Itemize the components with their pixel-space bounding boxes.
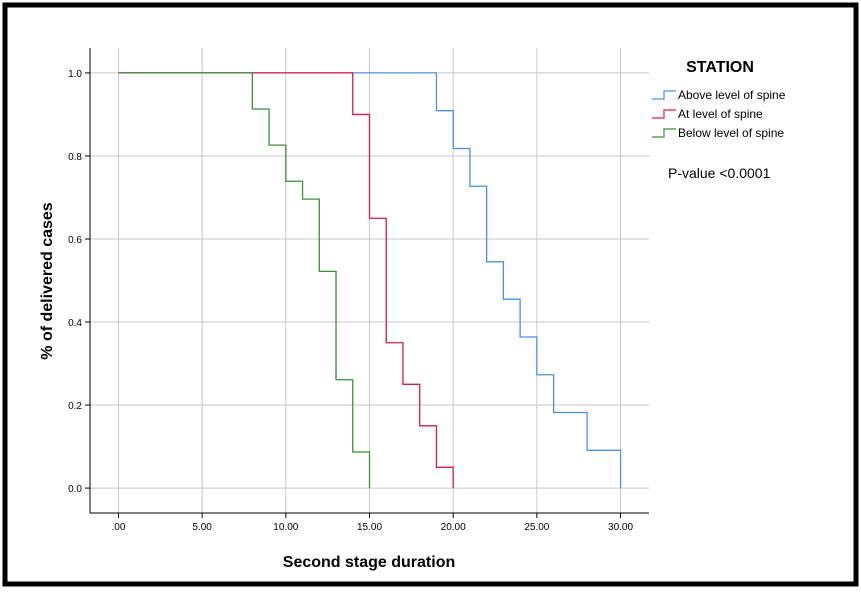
p-value-annotation: P-value <0.0001 — [668, 165, 771, 181]
y-tick-label: 0.2 — [68, 401, 82, 412]
x-tick-label: 30.00 — [608, 522, 633, 533]
x-tick-label: 10.00 — [273, 522, 298, 533]
y-tick-label: 0.0 — [68, 484, 82, 495]
legend-swatch — [652, 109, 676, 119]
legend-title: STATION — [686, 59, 754, 76]
series-line-1 — [118, 72, 622, 489]
legend-swatch — [652, 90, 676, 100]
y-tick-label: 0.4 — [68, 318, 82, 329]
legend-label: At level of spine — [678, 107, 763, 121]
series-line-2 — [118, 72, 454, 489]
y-tick-label: 0.8 — [68, 152, 82, 163]
y-axis-title: % of delivered cases — [39, 202, 56, 360]
series-group — [118, 72, 622, 489]
axes: .00 5.00 10.00 15.00 20.00 25.00 30.00 0.0 0.2 0.… — [68, 48, 649, 533]
y-tick-label: 1.0 — [68, 69, 82, 80]
x-tick-label: 25.00 — [524, 522, 549, 533]
y-tick-label: 0.6 — [68, 235, 82, 246]
legend: STATION Above level of spine At level of … — [652, 59, 786, 140]
x-axis-title: Second stage duration — [283, 554, 455, 571]
series-line-3 — [118, 72, 371, 489]
legend-items: Above level of spine At level of spine Bel… — [652, 88, 786, 140]
legend-label: Above level of spine — [678, 88, 786, 102]
x-tick-label: 15.00 — [357, 522, 382, 533]
legend-swatch — [652, 128, 676, 138]
x-tick-label: .00 — [111, 522, 125, 533]
legend-label: Below level of spine — [678, 126, 784, 140]
x-tick-label: 5.00 — [192, 522, 212, 533]
x-tick-label: 20.00 — [441, 522, 466, 533]
